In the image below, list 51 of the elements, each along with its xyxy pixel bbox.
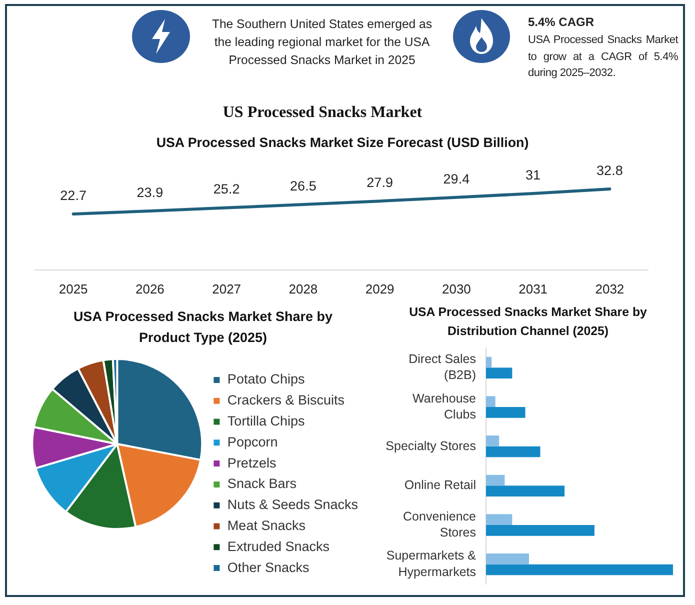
legend-label: Nuts & Seeds Snacks bbox=[227, 497, 358, 512]
legend-label: Other Snacks bbox=[227, 560, 310, 575]
bar bbox=[486, 474, 505, 486]
data-label: 25.2 bbox=[213, 182, 240, 197]
x-tick-label: 2026 bbox=[135, 281, 164, 296]
text: USA Processed Snacks Market to grow at a CAGR of 5.4% during 2025–2032. bbox=[528, 33, 678, 81]
legend-label: Pretzels bbox=[227, 455, 276, 470]
bar bbox=[486, 396, 496, 407]
x-tick-label: 2030 bbox=[442, 281, 471, 296]
y-tick-label: Warehouse Clubs bbox=[412, 391, 476, 422]
bar bbox=[486, 514, 512, 525]
y-tick-label: Convenience Stores bbox=[403, 509, 476, 540]
text: US Processed Snacks Market bbox=[222, 104, 424, 122]
text: 5.4% CAGR bbox=[528, 14, 596, 30]
bar bbox=[486, 525, 594, 536]
bar bbox=[486, 486, 565, 496]
y-tick-label: Online Retail bbox=[404, 478, 476, 492]
chart-title: USA Processed Snacks Market Share by Distribution Channel (2025) bbox=[408, 304, 648, 340]
bar bbox=[486, 564, 673, 576]
bar bbox=[486, 446, 540, 458]
bar bbox=[486, 436, 500, 446]
y-tick-label: Supermarkets & Hypermarkets bbox=[386, 548, 477, 579]
data-label: 29.4 bbox=[443, 171, 470, 186]
legend-label: Potato Chips bbox=[227, 372, 305, 387]
legend-label: Meat Snacks bbox=[227, 518, 306, 533]
legend-label: Tortilla Chips bbox=[227, 413, 305, 428]
data-label: 26.5 bbox=[290, 178, 316, 194]
legend-label: Extruded Snacks bbox=[227, 538, 330, 554]
text: The Southern United States emerged as the leading regional market for the USA Processed Snacks Market in 2025 bbox=[210, 16, 434, 69]
chart-title: USA Processed Snacks Market Size Forecast (USD Billion) bbox=[155, 135, 530, 150]
bar bbox=[486, 368, 512, 378]
x-tick-label: 2031 bbox=[518, 281, 548, 296]
data-label: 31 bbox=[526, 167, 541, 182]
y-tick-label: Direct Sales (B2B) bbox=[408, 352, 476, 382]
x-tick-label: 2027 bbox=[212, 281, 242, 296]
x-tick-label: 2025 bbox=[58, 281, 88, 296]
data-label: 32.8 bbox=[596, 162, 623, 178]
x-tick-label: 2029 bbox=[365, 281, 394, 296]
data-label: 22.7 bbox=[60, 188, 86, 203]
legend-label: Crackers & Biscuits bbox=[227, 392, 345, 408]
bar bbox=[486, 407, 526, 418]
y-tick-label: Specialty Stores bbox=[386, 438, 476, 453]
x-tick-label: 2028 bbox=[288, 281, 318, 296]
bar bbox=[486, 356, 492, 368]
x-tick-label: 2032 bbox=[595, 281, 624, 296]
data-label: 27.9 bbox=[366, 175, 393, 190]
bar bbox=[486, 554, 530, 564]
legend-label: Snack Bars bbox=[227, 476, 297, 492]
data-label: 23.9 bbox=[136, 184, 164, 200]
chart-title: USA Processed Snacks Market Share by Product Type (2025) bbox=[72, 308, 334, 347]
legend-label: Popcorn bbox=[227, 434, 278, 450]
